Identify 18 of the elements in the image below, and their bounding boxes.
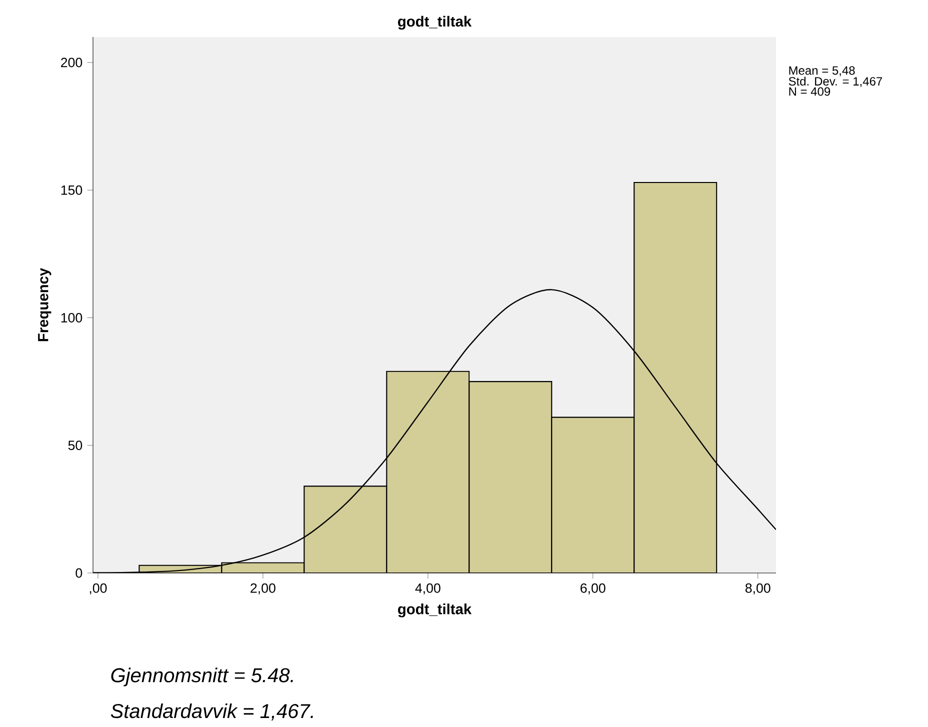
x-tick-label: 2,00 [250, 583, 276, 594]
x-tick-label: ,00 [90, 583, 107, 594]
y-tick-label: 200 [61, 58, 82, 68]
y-tick-label: 100 [61, 313, 82, 322]
x-tick-label: 8,00 [745, 583, 770, 594]
text: Std. Dev. = 1,467 [788, 76, 882, 87]
chart-title: godt_tiltak [398, 16, 472, 30]
x-tick-label: 6,00 [580, 583, 606, 594]
x-tick-label: 4,00 [415, 583, 440, 594]
y-tick-label: 0 [76, 568, 82, 578]
text: Mean = 5,48 [789, 66, 855, 76]
y-tick-label: 50 [68, 440, 82, 450]
text: Gjennomsnitt = 5.48. [111, 668, 293, 686]
y-axis-title: Frequency [38, 268, 52, 342]
text: Standardavvik = 1,467. [110, 703, 313, 720]
text: N = 409 [789, 87, 830, 96]
x-axis-title: godt_tiltak [398, 604, 472, 618]
y-tick-label: 150 [61, 185, 82, 195]
